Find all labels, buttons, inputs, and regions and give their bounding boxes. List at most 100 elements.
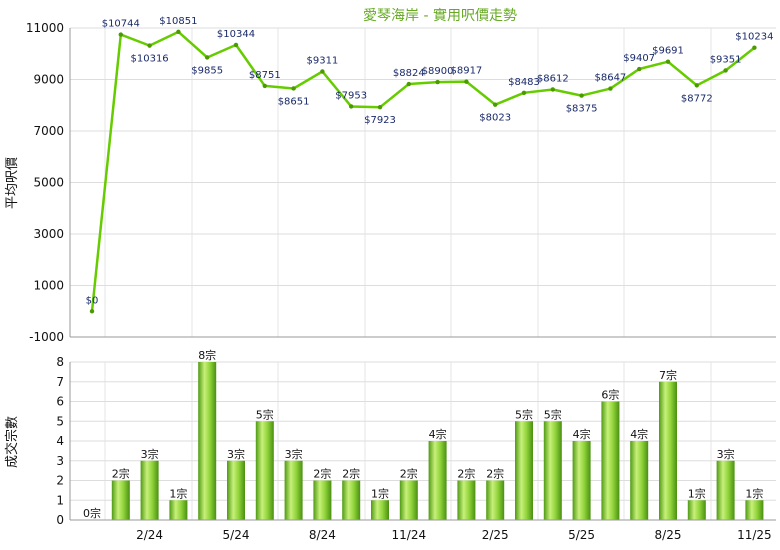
line-point	[349, 104, 354, 109]
bar	[745, 500, 764, 520]
bar-data-label: 1宗	[745, 486, 763, 500]
bar	[111, 480, 130, 520]
bar-data-label: 8宗	[198, 348, 216, 362]
bar-data-label: 7宗	[659, 368, 677, 382]
bar	[371, 500, 389, 520]
line-chart-y-tick: 1000	[33, 279, 64, 293]
line-data-label: $10744	[102, 19, 140, 30]
line-chart-y-tick: 3000	[33, 227, 64, 241]
line-chart-y-ticks: -1000 1000 3000 5000 7000 9000 11000	[26, 21, 64, 344]
bar-data-label: 5宗	[544, 407, 562, 421]
line-point	[118, 32, 124, 37]
line-point	[205, 55, 210, 60]
bar	[227, 460, 245, 520]
line-data-label: $8651	[278, 96, 310, 107]
line-point	[665, 59, 671, 64]
bar-data-label: 1宗	[688, 486, 706, 500]
line-data-label: $8917	[450, 66, 482, 77]
bar-chart-x-tick: 2/25	[482, 528, 509, 542]
line-point	[262, 83, 267, 89]
bar	[572, 441, 591, 520]
line-point	[579, 93, 584, 98]
bar	[486, 480, 505, 520]
bar-data-label: 2宗	[112, 467, 130, 481]
line-point	[435, 79, 440, 85]
bar-chart-y-tick: 7	[56, 375, 64, 389]
chart-title: 愛琴海岸 - 實用呎價走勢	[363, 7, 517, 24]
line-data-label: $10316	[131, 54, 169, 65]
bar-chart-y-axis-label: 成交宗數	[4, 416, 20, 468]
bar-data-label: 3宗	[227, 447, 245, 461]
bar	[198, 362, 217, 520]
bar-chart-x-ticks: 2/24 5/24 8/24 11/24 2/25 5/25 8/25 11/25	[136, 528, 772, 542]
bar	[284, 460, 303, 520]
bar-data-label: 1宗	[371, 486, 389, 500]
bar	[399, 480, 418, 520]
bar-series	[111, 362, 764, 520]
line-point	[521, 90, 527, 96]
line-chart-y-tick: -1000	[29, 330, 64, 344]
bar-chart-x-tick: 11/25	[737, 528, 772, 542]
line-data-label: $8375	[566, 104, 598, 115]
line-chart-y-tick: 5000	[33, 176, 64, 190]
line-chart-y-tick: 11000	[26, 21, 64, 35]
bar-data-labels: 0宗 2宗 3宗 1宗 8宗 3宗 5宗 3宗 2宗 2宗 1宗 2宗 4宗 2宗 2宗 5宗 5宗 4宗 6宗 4宗…	[83, 348, 763, 520]
bar-chart-x-tick: 5/25	[568, 528, 595, 542]
line-data-label: $8023	[479, 113, 511, 124]
line-point	[147, 43, 152, 48]
line-data-labels: $0 $10744 $10316 $10851 $9855 $10344 $8751 $865…	[86, 16, 774, 306]
bar-chart-y-tick: 4	[56, 434, 64, 448]
line-chart-grid	[70, 27, 776, 338]
bar	[515, 421, 533, 520]
bar-data-label: 3宗	[285, 447, 303, 461]
line-point	[723, 68, 728, 73]
bar	[342, 480, 361, 520]
bar-chart-y-tick: 6	[56, 395, 64, 409]
bar	[255, 421, 274, 520]
bar-chart-y-tick: 0	[56, 513, 64, 527]
bar-data-label: 2宗	[400, 467, 418, 481]
line-data-label: $8900	[422, 66, 454, 77]
bar-chart-x-tick: 8/24	[309, 528, 336, 542]
bar	[428, 441, 447, 520]
line-chart-y-tick: 9000	[33, 73, 64, 87]
bar-chart-y-tick: 8	[56, 355, 64, 369]
line-data-label: $10344	[217, 29, 255, 40]
line-point	[694, 83, 699, 88]
bar-chart-y-ticks: 0 1 2 3 4 5 6 7 8	[56, 355, 64, 527]
line-data-label: $10234	[735, 32, 773, 43]
bar-chart-x-tick: 11/24	[392, 528, 427, 542]
line-data-label: $9407	[623, 53, 655, 64]
line-point	[291, 86, 296, 91]
line-point	[550, 87, 555, 92]
bar	[457, 480, 476, 520]
line-point	[176, 29, 181, 35]
bar-chart-x-tick: 5/24	[223, 528, 250, 542]
line-data-label: $10851	[159, 16, 197, 27]
line-data-label: $9691	[652, 46, 684, 57]
line-series-path	[90, 30, 756, 312]
line-point	[320, 69, 325, 74]
line-point	[752, 45, 757, 50]
line-data-label: $8751	[249, 70, 281, 81]
line-data-label: $8772	[681, 93, 713, 104]
line-data-label: $0	[86, 295, 99, 306]
line-chart-y-axis-label: 平均呎價	[5, 157, 20, 209]
line-data-label: $8612	[537, 73, 569, 84]
line-point	[406, 81, 411, 87]
line-point	[608, 86, 613, 91]
line-series	[89, 29, 757, 314]
bar-data-label: 0宗	[83, 506, 101, 520]
bar	[601, 401, 620, 520]
bar-chart-y-tick: 2	[56, 474, 64, 488]
bar-chart-y-tick: 5	[56, 414, 64, 428]
bar	[687, 500, 706, 520]
line-chart-y-tick: 7000	[33, 124, 64, 138]
line-data-label: $9311	[306, 55, 338, 66]
bar-data-label: 2宗	[486, 467, 504, 481]
bar	[313, 480, 332, 520]
bar	[140, 460, 159, 520]
bar-chart-y-tick: 1	[56, 493, 64, 507]
